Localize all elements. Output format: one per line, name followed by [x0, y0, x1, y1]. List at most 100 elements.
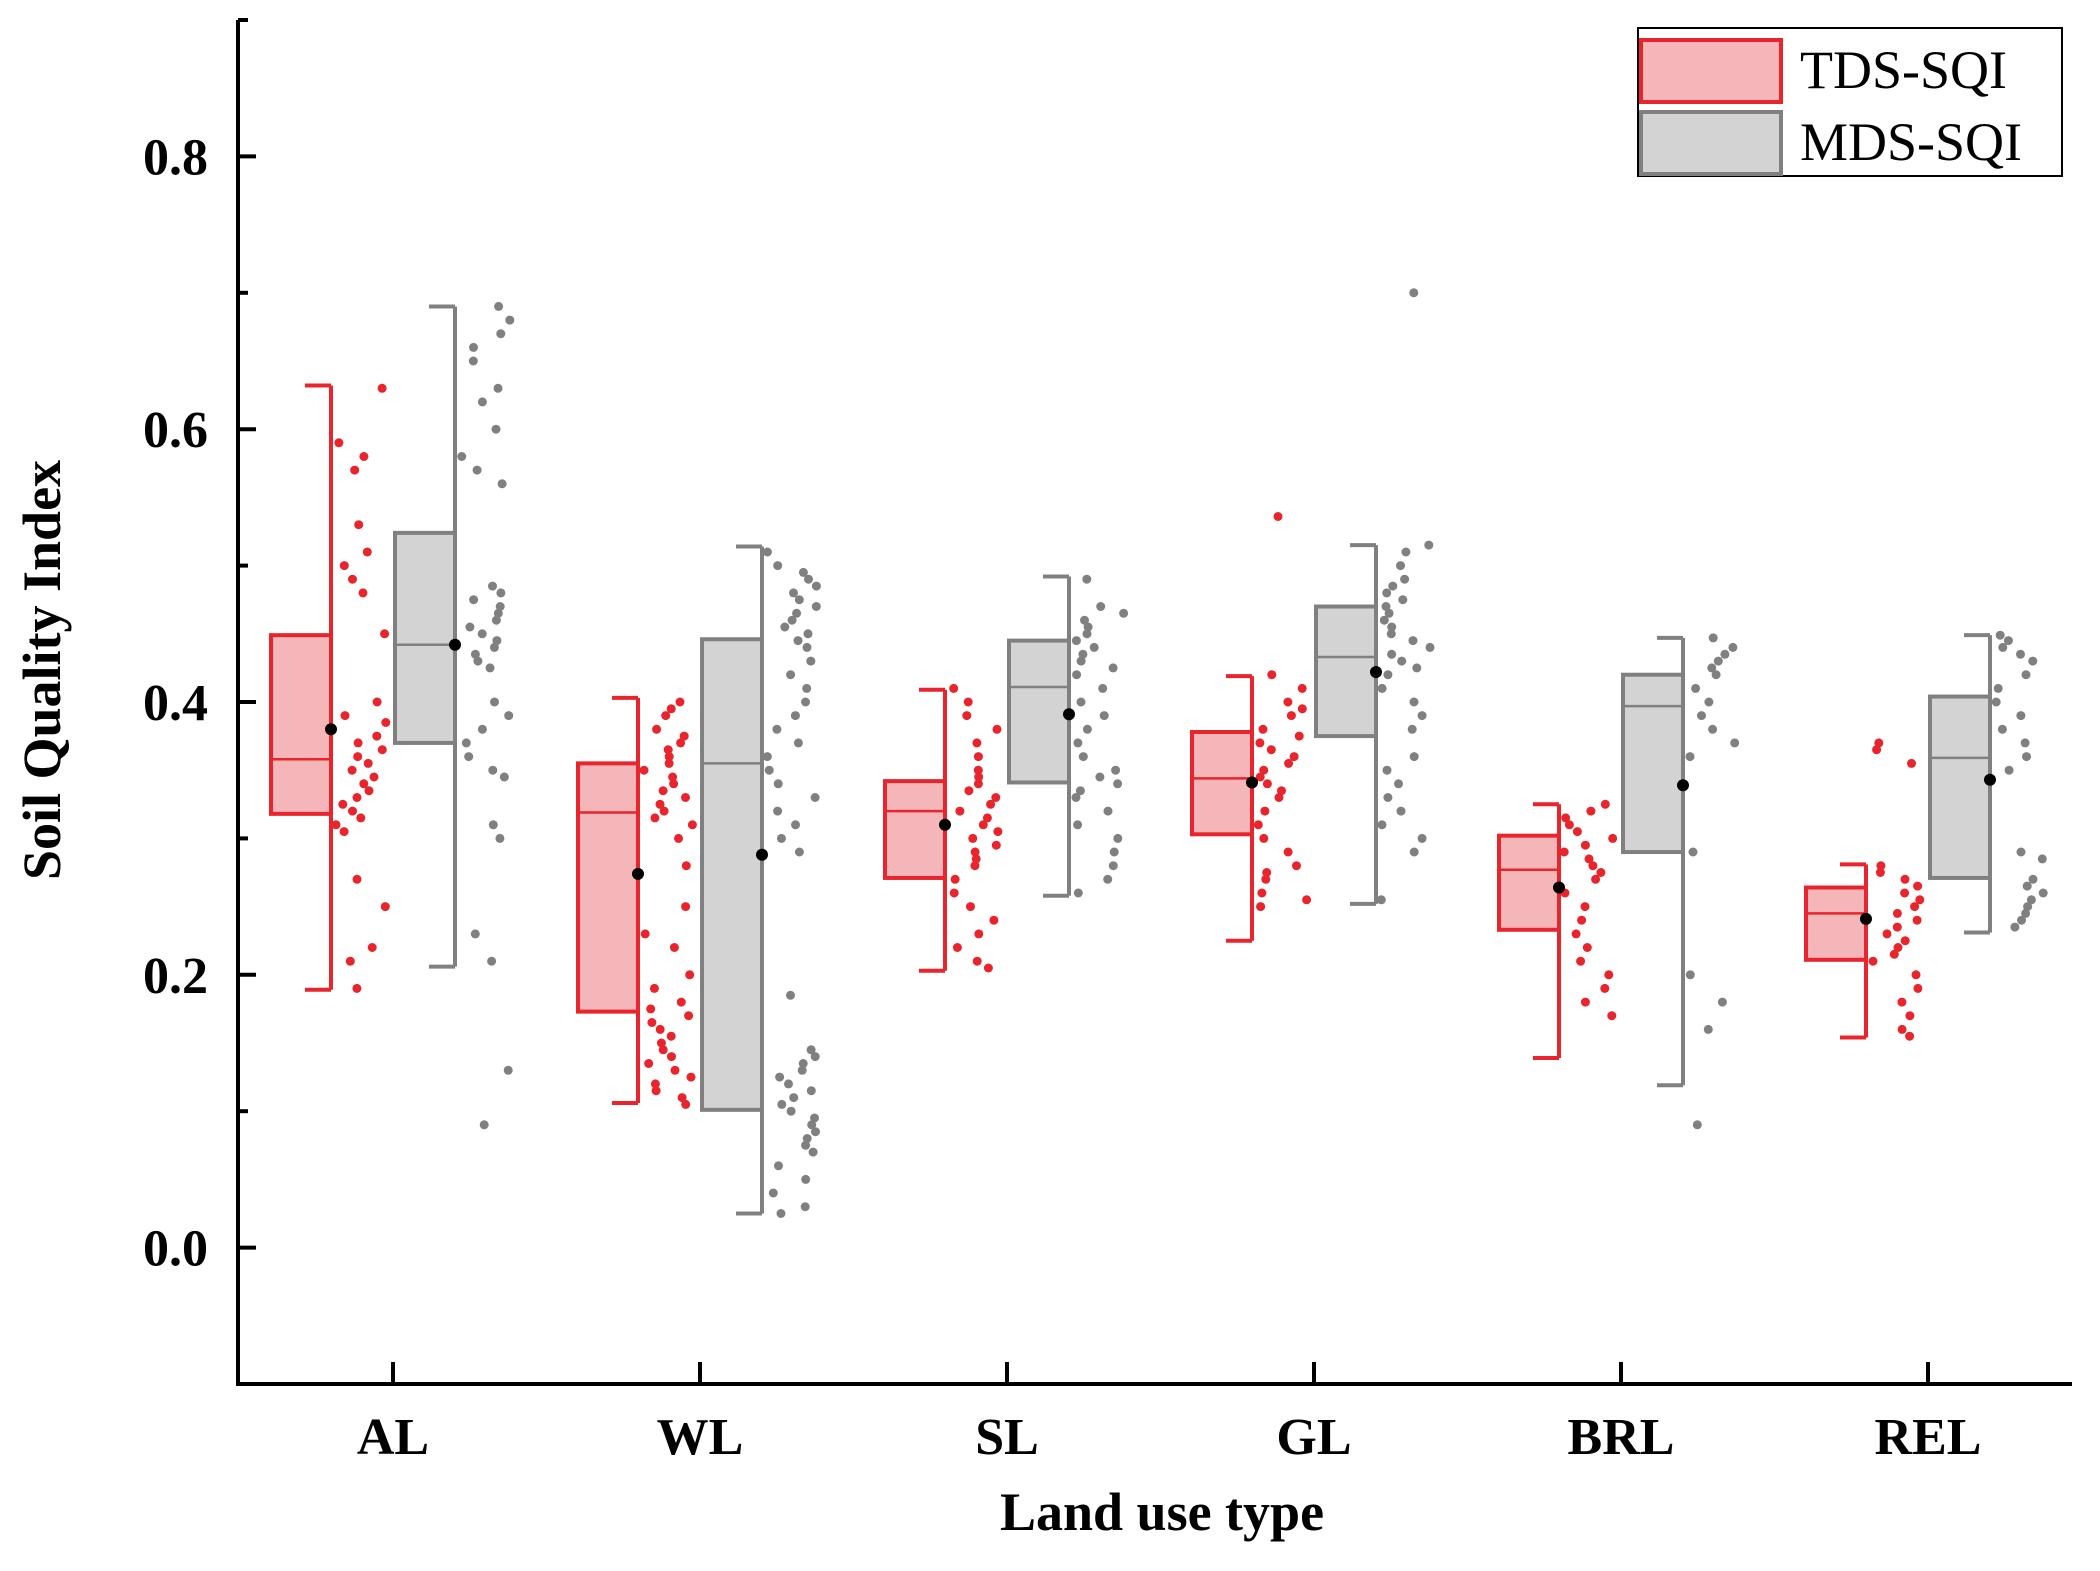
x-axis-title: Land use type — [1000, 1482, 1324, 1542]
data-point — [639, 765, 649, 775]
y-tick-label: 0.0 — [143, 1221, 208, 1278]
data-point — [1266, 745, 1276, 755]
data-point — [353, 738, 363, 748]
data-point — [1096, 602, 1106, 611]
data-point — [1259, 765, 1269, 775]
data-point — [1704, 697, 1714, 707]
data-point — [1383, 793, 1393, 802]
data-point — [1078, 649, 1088, 659]
data-point — [1377, 820, 1387, 830]
data-point — [1580, 840, 1590, 850]
data-point — [363, 758, 373, 768]
legend-label-1: MDS-SQI — [1800, 112, 2022, 172]
data-point — [1913, 983, 1923, 993]
data-point — [1685, 970, 1695, 980]
data-point — [1089, 642, 1099, 652]
data-point — [469, 342, 478, 352]
data-point — [964, 786, 974, 796]
data-point — [1262, 779, 1272, 789]
data-point — [345, 956, 355, 966]
data-point — [1708, 724, 1718, 734]
data-point — [974, 929, 984, 939]
data-point — [955, 806, 965, 816]
data-point — [1911, 970, 1921, 980]
box — [1497, 833, 1561, 932]
box — [1804, 885, 1868, 962]
data-point — [469, 595, 479, 605]
data-point — [762, 547, 772, 557]
data-point — [1408, 636, 1418, 646]
data-point — [1075, 786, 1085, 796]
data-point — [348, 806, 357, 816]
data-point — [1692, 1120, 1702, 1130]
data-point — [473, 656, 483, 666]
data-point — [352, 793, 362, 802]
data-point — [790, 711, 800, 721]
mean-marker — [1677, 779, 1689, 792]
data-point — [1407, 724, 1417, 734]
data-point — [1417, 711, 1427, 721]
data-point — [477, 397, 487, 407]
data-point — [1078, 752, 1088, 762]
data-point — [655, 799, 665, 809]
data-point — [1099, 711, 1109, 721]
data-point — [1384, 608, 1394, 618]
data-point — [2003, 636, 2013, 646]
legend-label-0: TDS-SQI — [1800, 40, 2007, 100]
data-point — [1277, 786, 1286, 796]
y-tick-label: 0.6 — [143, 402, 208, 459]
data-point — [1586, 806, 1596, 816]
mean-marker — [1860, 912, 1872, 925]
data-point — [798, 567, 808, 577]
data-point — [1255, 772, 1265, 782]
data-point — [1113, 833, 1123, 843]
data-point — [1273, 512, 1283, 521]
data-point — [1071, 793, 1081, 802]
data-point — [811, 1127, 820, 1137]
data-point — [1286, 711, 1296, 721]
data-point — [350, 465, 360, 475]
data-point — [331, 820, 341, 830]
data-point — [1071, 636, 1081, 646]
data-point — [1417, 833, 1427, 843]
data-point — [1073, 738, 1083, 748]
data-point — [800, 1202, 810, 1212]
data-point — [640, 929, 650, 939]
box — [883, 779, 947, 880]
data-point — [2026, 895, 2036, 905]
data-point — [681, 1099, 691, 1109]
data-point — [472, 465, 482, 475]
data-point — [1376, 895, 1386, 905]
data-point — [1872, 745, 1882, 755]
data-point — [1577, 915, 1587, 925]
data-point — [490, 697, 499, 707]
data-point — [949, 683, 959, 693]
data-point — [1910, 902, 1920, 912]
data-point — [1998, 642, 2008, 652]
data-point — [496, 588, 506, 598]
data-point — [1262, 868, 1272, 877]
data-point — [465, 622, 475, 632]
data-point — [1073, 888, 1083, 898]
data-point — [968, 833, 978, 843]
data-point — [1289, 752, 1299, 762]
data-point — [777, 1099, 787, 1109]
data-point — [655, 1024, 665, 1034]
mean-marker — [632, 867, 644, 880]
data-point — [811, 602, 821, 611]
data-point — [1396, 806, 1406, 816]
data-point — [1730, 738, 1740, 748]
data-point — [1900, 874, 1910, 884]
data-point — [1893, 943, 1903, 952]
data-point — [666, 704, 676, 714]
data-point — [1561, 813, 1571, 823]
data-point — [1688, 847, 1698, 857]
data-point — [949, 888, 959, 898]
data-point — [354, 520, 364, 530]
data-point — [989, 915, 999, 925]
data-point — [487, 956, 497, 966]
data-point — [801, 1140, 811, 1150]
data-point — [773, 779, 783, 789]
data-point — [1259, 833, 1269, 843]
data-point — [2038, 888, 2048, 898]
